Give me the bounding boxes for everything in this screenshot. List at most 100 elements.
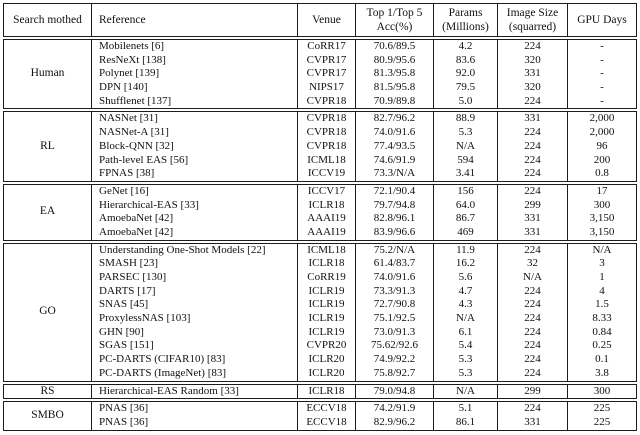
image-size-cell: 320 [497, 53, 567, 68]
venue-cell: ECCV18 [297, 402, 355, 416]
venue-cell: CVPR17 [297, 67, 355, 82]
image-size-cell: 331 [497, 67, 567, 82]
image-size-cell: 224 [497, 353, 567, 367]
image-size-cell: 224 [497, 40, 567, 54]
gpu-days-cell: 17 [567, 184, 636, 199]
acc-cell: 79.0/94.8 [355, 384, 433, 399]
acc-cell: 73.3/N/A [355, 167, 433, 181]
acc-cell: 75.2/N/A [355, 243, 433, 258]
gpu-days-cell: 300 [567, 198, 636, 213]
reference-cell: GeNet [16] [91, 184, 297, 199]
venue-cell: ICML18 [297, 243, 355, 258]
image-size-cell: 224 [497, 284, 567, 299]
venue-cell: AAAI19 [297, 225, 355, 240]
gpu-days-cell: 225 [567, 402, 636, 416]
gpu-days-cell: - [567, 94, 636, 109]
params-cell: 4.3 [433, 298, 497, 313]
reference-cell: SGAS [151] [91, 339, 297, 354]
search-method-cell: GO [39, 305, 56, 318]
acc-cell: 79.7/94.8 [355, 198, 433, 213]
params-cell: 469 [433, 225, 497, 240]
venue-cell: ICLR19 [297, 284, 355, 299]
acc-cell: 74.9/92.2 [355, 353, 433, 367]
gpu-days-cell: 225 [567, 415, 636, 430]
reference-cell: AmoebaNet [42] [91, 212, 297, 226]
venue-cell: ICLR19 [297, 298, 355, 313]
gpu-days-cell: 200 [567, 153, 636, 168]
params-cell: 5.3 [433, 353, 497, 367]
section-rs: RS Hierarchical-EAS Random [33] ICLR18 79.0… [3, 383, 637, 400]
reference-cell: Block-QNN [32] [91, 139, 297, 154]
params-cell: 88.9 [433, 112, 497, 127]
gpu-days-cell: 0.8 [567, 167, 636, 181]
image-size-cell: 224 [497, 312, 567, 326]
image-size-cell: 224 [497, 243, 567, 258]
params-cell: N/A [433, 384, 497, 399]
gpu-days-cell: 0.1 [567, 353, 636, 367]
search-method-cell: Human [30, 67, 65, 80]
acc-cell: 73.0/91.3 [355, 325, 433, 340]
section-rl: RL NASNet [31] CVPR18 82.7/96.2 88.9 331 2,000… [3, 111, 637, 182]
section-ea: EA GeNet [16] ICCV17 72.1/90.4 156 224 17 Hiera… [3, 183, 637, 241]
acc-cell: 70.6/89.5 [355, 40, 433, 54]
image-size-cell: 224 [497, 402, 567, 416]
acc-cell: 77.4/93.5 [355, 139, 433, 154]
image-size-cell: 331 [497, 212, 567, 226]
column-header-accuracy: Top 1/Top 5 Acc(%) [355, 4, 433, 36]
params-cell: 86.7 [433, 212, 497, 226]
gpu-days-cell: - [567, 67, 636, 82]
acc-cell: 74.6/91.9 [355, 153, 433, 168]
params-cell: 79.5 [433, 81, 497, 95]
reference-cell: Path-level EAS [56] [91, 153, 297, 168]
params-cell: 5.1 [433, 402, 497, 416]
reference-cell: DPN [140] [91, 81, 297, 95]
acc-cell: 82.8/96.1 [355, 212, 433, 226]
params-cell: 594 [433, 153, 497, 168]
venue-cell: ICLR18 [297, 257, 355, 271]
params-cell: 156 [433, 184, 497, 199]
venue-cell: ICCV17 [297, 184, 355, 199]
params-cell: 92.0 [433, 67, 497, 82]
gpu-days-cell: 2,000 [567, 112, 636, 127]
params-cell: 5.3 [433, 126, 497, 140]
acc-cell: 80.9/95.6 [355, 53, 433, 68]
gpu-days-cell: 3 [567, 257, 636, 271]
image-size-cell: 224 [497, 139, 567, 154]
gpu-days-cell: 96 [567, 139, 636, 154]
image-size-cell: 224 [497, 339, 567, 354]
image-size-cell: N/A [497, 271, 567, 285]
acc-cell: 74.2/91.9 [355, 402, 433, 416]
reference-cell: SNAS [45] [91, 298, 297, 313]
reference-cell: Hierarchical-EAS [33] [91, 198, 297, 213]
reference-cell: ProxylessNAS [103] [91, 312, 297, 326]
venue-cell: CVPR18 [297, 139, 355, 154]
venue-cell: CVPR18 [297, 126, 355, 140]
params-cell: 11.9 [433, 243, 497, 258]
params-cell: 3.41 [433, 167, 497, 181]
column-header-gpu-days: GPU Days [567, 4, 636, 36]
params-cell: 4.2 [433, 40, 497, 54]
venue-cell: ICLR20 [297, 366, 355, 381]
section-smbo: SMBO PNAS [36] ECCV18 74.2/91.9 5.1 224 225 PNA… [3, 401, 637, 431]
reference-cell: Mobilenets [6] [91, 40, 297, 54]
reference-cell: GHN [90] [91, 325, 297, 340]
venue-cell: CVPR18 [297, 112, 355, 127]
gpu-days-cell: - [567, 53, 636, 68]
gpu-days-cell: 1 [567, 271, 636, 285]
reference-cell: PARSEC [130] [91, 271, 297, 285]
gpu-days-cell: 300 [567, 384, 636, 399]
acc-cell: 75.62/92.6 [355, 339, 433, 354]
table-header-row: Search mothed Reference Venue Top 1/Top … [3, 3, 637, 37]
column-header-venue: Venue [297, 4, 355, 36]
acc-cell: 81.5/95.8 [355, 81, 433, 95]
acc-cell: 75.1/92.5 [355, 312, 433, 326]
reference-cell: PC-DARTS (ImageNet) [83] [91, 366, 297, 381]
params-cell: 83.6 [433, 53, 497, 68]
params-cell: N/A [433, 312, 497, 326]
params-cell: 5.6 [433, 271, 497, 285]
venue-cell: ICLR18 [297, 384, 355, 399]
reference-cell: PNAS [36] [91, 415, 297, 430]
venue-cell: CoRR17 [297, 40, 355, 54]
reference-cell: Polynet [139] [91, 67, 297, 82]
